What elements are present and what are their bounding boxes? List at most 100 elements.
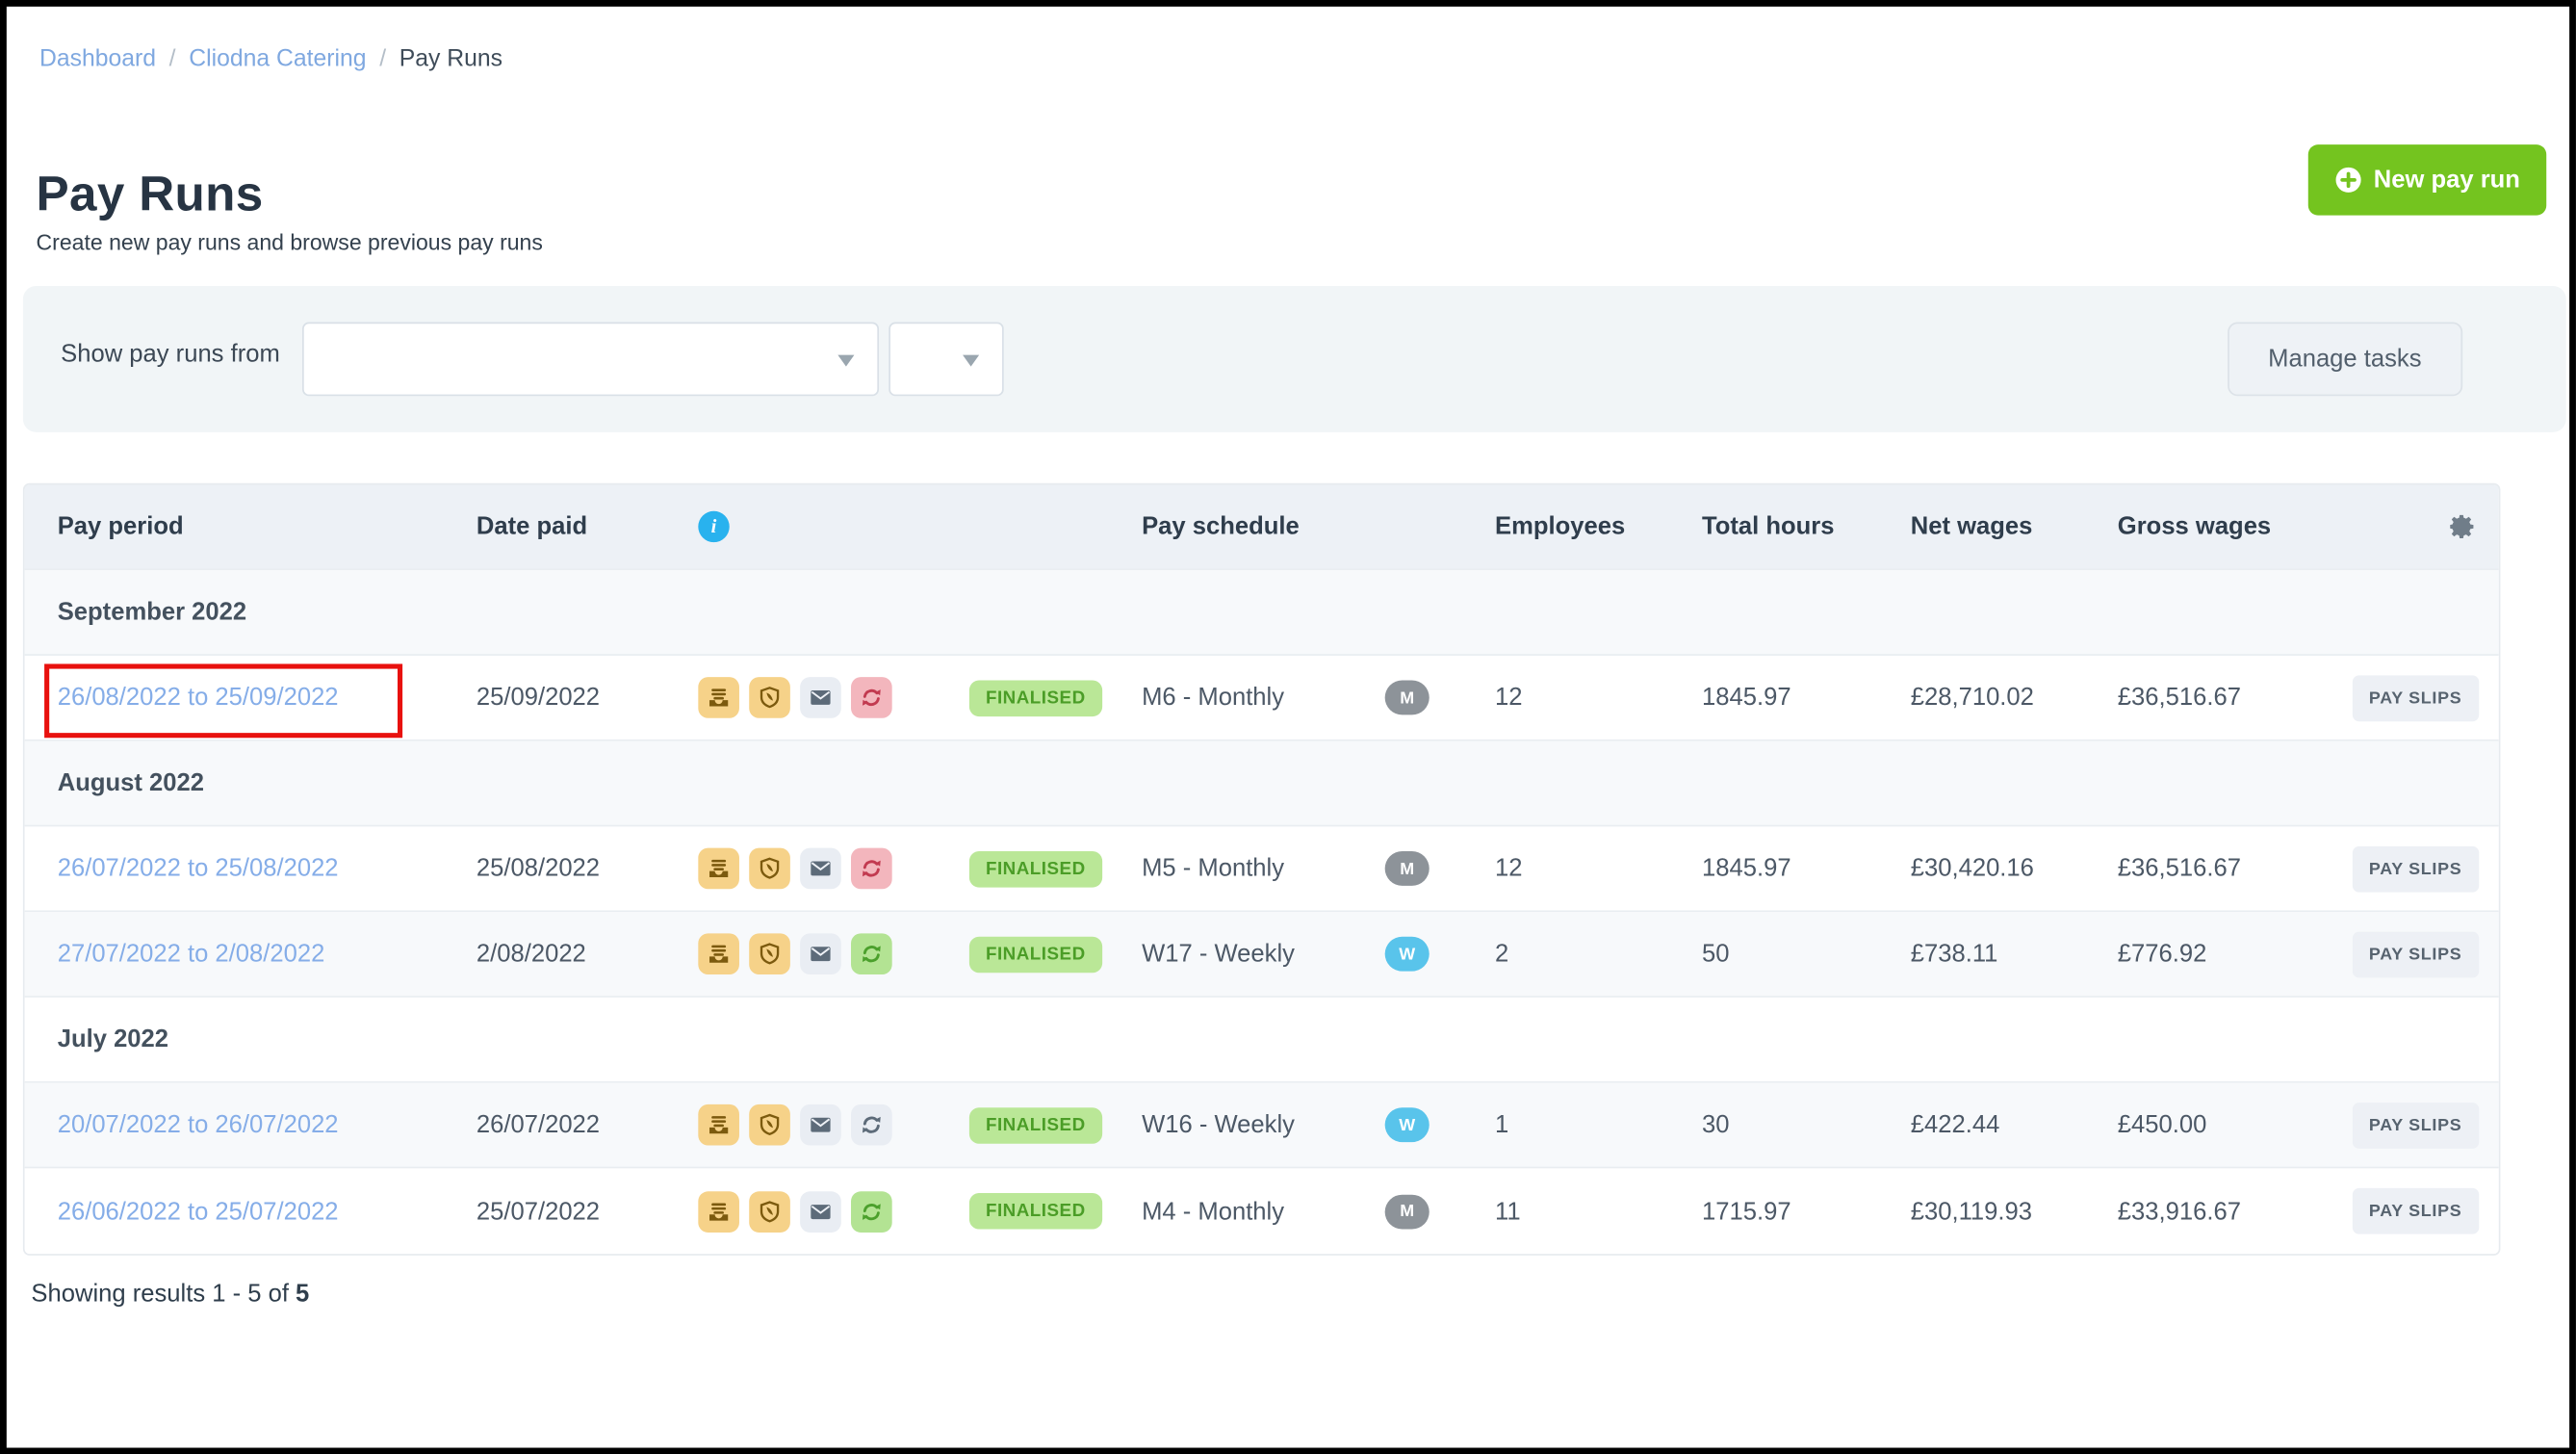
col-net-wages[interactable]: Net wages: [1910, 512, 2033, 541]
plus-circle-icon: [2335, 167, 2361, 193]
results-total: 5: [296, 1280, 310, 1309]
gross-wages: £36,516.67: [2117, 683, 2241, 712]
gear-icon[interactable]: [2448, 512, 2476, 540]
breadcrumb-separator: /: [168, 45, 176, 73]
date-paid: 25/08/2022: [476, 854, 601, 883]
refresh-icon[interactable]: [851, 1103, 892, 1146]
table-row: 26/07/2022 to 25/08/2022 25/08/2022 FINA…: [24, 826, 2499, 913]
breadcrumb-company[interactable]: Cliodna Catering: [189, 45, 367, 73]
chevron-down-icon: [963, 353, 980, 366]
table-row: 27/07/2022 to 2/08/2022 2/08/2022 FINALI…: [24, 912, 2499, 998]
breadcrumb-separator: /: [379, 45, 387, 73]
table-header-row: Pay period Date paid i Pay schedule Empl…: [24, 484, 2499, 571]
envelope-icon[interactable]: [800, 677, 841, 718]
pay-runs-secondary-select[interactable]: [889, 322, 1004, 397]
schedule-type-badge: M: [1384, 1193, 1430, 1229]
group-header-august-2022: August 2022: [24, 740, 2499, 827]
info-icon[interactable]: i: [698, 510, 730, 543]
envelope-icon[interactable]: [800, 847, 841, 890]
pay-slips-button[interactable]: PAY SLIPS: [2352, 930, 2479, 977]
pay-period-link[interactable]: 26/07/2022 to 25/08/2022: [57, 854, 339, 883]
col-pay-schedule[interactable]: Pay schedule: [1142, 512, 1300, 541]
shield-icon[interactable]: [749, 933, 790, 975]
pay-slips-button[interactable]: PAY SLIPS: [2352, 674, 2479, 721]
pay-slips-button[interactable]: PAY SLIPS: [2352, 1102, 2479, 1149]
status-badge: FINALISED: [968, 1106, 1102, 1143]
schedule-type-badge: W: [1384, 1107, 1430, 1143]
gross-wages: £36,516.67: [2117, 854, 2241, 883]
net-wages: £738.11: [1910, 940, 1998, 969]
new-pay-run-button[interactable]: New pay run: [2307, 144, 2547, 216]
pay-schedule: W17 - Weekly: [1142, 940, 1295, 969]
shield-icon[interactable]: [749, 847, 790, 890]
status-badge: FINALISED: [968, 679, 1102, 716]
envelope-icon[interactable]: [800, 1190, 841, 1233]
show-pay-runs-label: Show pay runs from: [61, 340, 280, 369]
pay-slips-button[interactable]: PAY SLIPS: [2352, 845, 2479, 892]
pay-schedule: M4 - Monthly: [1142, 1197, 1285, 1226]
status-badge: FINALISED: [968, 1192, 1102, 1230]
filter-panel: Show pay runs from Manage tasks: [22, 285, 2566, 432]
results-summary: Showing results 1 - 5 of 5: [31, 1280, 310, 1309]
pay-period-link[interactable]: 27/07/2022 to 2/08/2022: [57, 940, 325, 969]
schedule-type-badge: M: [1384, 851, 1430, 886]
employees-count: 12: [1495, 854, 1523, 883]
status-badge: FINALISED: [968, 935, 1102, 973]
col-total-hours[interactable]: Total hours: [1702, 512, 1835, 541]
employees-count: 12: [1495, 683, 1523, 712]
refresh-icon[interactable]: [851, 933, 892, 975]
col-date-paid[interactable]: Date paid: [476, 512, 588, 541]
table-row: 26/06/2022 to 25/07/2022 25/07/2022 FINA…: [24, 1168, 2499, 1255]
total-hours: 30: [1702, 1110, 1730, 1139]
pay-period-link[interactable]: 26/06/2022 to 25/07/2022: [57, 1197, 339, 1226]
payslips-icon[interactable]: [698, 1190, 739, 1233]
shield-icon[interactable]: [749, 677, 790, 718]
chevron-down-icon: [837, 353, 855, 366]
envelope-icon[interactable]: [800, 1103, 841, 1146]
gross-wages: £776.92: [2117, 940, 2207, 969]
pay-period-link[interactable]: 20/07/2022 to 26/07/2022: [57, 1110, 339, 1139]
status-badge: FINALISED: [968, 850, 1102, 887]
breadcrumb-current: Pay Runs: [399, 45, 503, 73]
shield-icon[interactable]: [749, 1190, 790, 1233]
page-subtitle: Create new pay runs and browse previous …: [36, 229, 543, 255]
payslips-icon[interactable]: [698, 933, 739, 975]
table-row: 26/08/2022 to 25/09/2022 25/09/2022 FINA…: [24, 655, 2499, 741]
date-paid: 26/07/2022: [476, 1110, 601, 1139]
table-row: 20/07/2022 to 26/07/2022 26/07/2022 FINA…: [24, 1082, 2499, 1169]
breadcrumb-dashboard[interactable]: Dashboard: [39, 45, 157, 73]
manage-tasks-button[interactable]: Manage tasks: [2227, 322, 2463, 397]
pay-runs-from-select[interactable]: [302, 322, 880, 397]
group-header-july-2022: July 2022: [24, 997, 2499, 1083]
date-paid: 2/08/2022: [476, 940, 586, 969]
col-employees[interactable]: Employees: [1495, 512, 1626, 541]
refresh-icon[interactable]: [851, 677, 892, 718]
date-paid: 25/09/2022: [476, 683, 601, 712]
net-wages: £422.44: [1910, 1110, 2000, 1139]
refresh-icon[interactable]: [851, 1190, 892, 1233]
total-hours: 50: [1702, 940, 1730, 969]
refresh-icon[interactable]: [851, 847, 892, 890]
col-gross-wages[interactable]: Gross wages: [2117, 512, 2272, 541]
payslips-icon[interactable]: [698, 847, 739, 890]
net-wages: £30,420.16: [1910, 854, 2034, 883]
payslips-icon[interactable]: [698, 677, 739, 718]
employees-count: 11: [1495, 1197, 1521, 1226]
shield-icon[interactable]: [749, 1103, 790, 1146]
total-hours: 1845.97: [1702, 854, 1791, 883]
employees-count: 2: [1495, 940, 1509, 969]
pay-schedule: W16 - Weekly: [1142, 1110, 1295, 1139]
net-wages: £30,119.93: [1910, 1197, 2033, 1226]
employees-count: 1: [1495, 1110, 1509, 1139]
envelope-icon[interactable]: [800, 933, 841, 975]
total-hours: 1845.97: [1702, 683, 1791, 712]
col-pay-period[interactable]: Pay period: [57, 512, 184, 541]
pay-slips-button[interactable]: PAY SLIPS: [2352, 1187, 2479, 1234]
pay-period-link[interactable]: 26/08/2022 to 25/09/2022: [57, 683, 339, 712]
breadcrumb: Dashboard / Cliodna Catering / Pay Runs: [39, 46, 502, 72]
payslips-icon[interactable]: [698, 1103, 739, 1146]
pay-schedule: M6 - Monthly: [1142, 683, 1285, 712]
pay-runs-table: Pay period Date paid i Pay schedule Empl…: [22, 482, 2501, 1256]
page-title: Pay Runs: [36, 168, 264, 222]
